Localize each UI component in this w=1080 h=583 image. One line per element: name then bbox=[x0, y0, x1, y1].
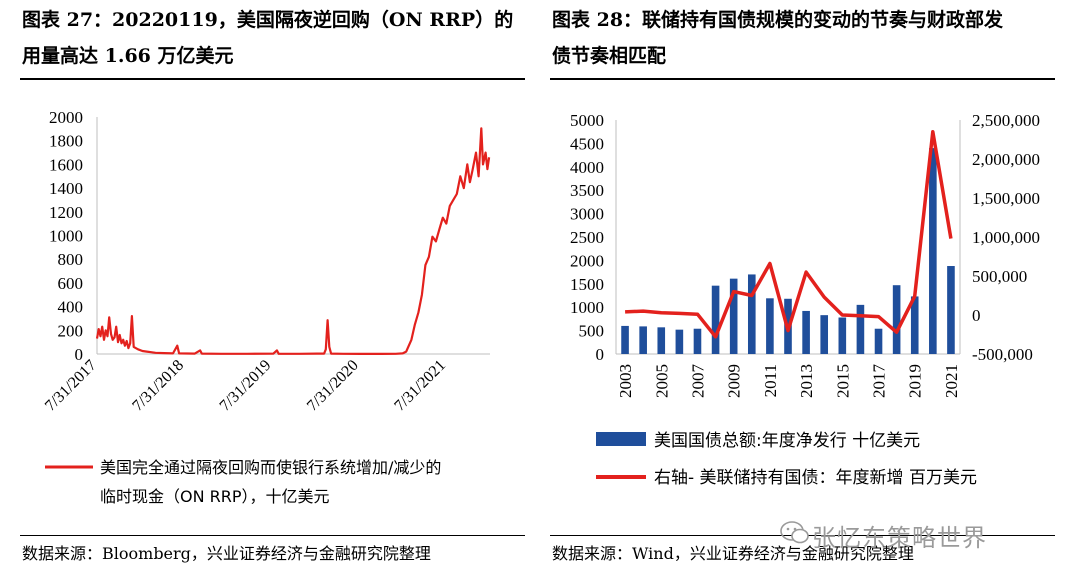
legend-label-line2: 临时现金（ON RRP），十亿美元 bbox=[100, 487, 330, 506]
right-y-tick-label: 0 bbox=[972, 306, 981, 325]
left-source-rule bbox=[20, 535, 525, 536]
on-rrp-line bbox=[95, 127, 491, 355]
left-y-tick-label: 1000 bbox=[570, 298, 604, 317]
x-tick-label: 7/31/2018 bbox=[129, 357, 187, 415]
y-tick-label: 600 bbox=[58, 274, 84, 293]
right-y-tick-label: 2,500,000 bbox=[972, 111, 1040, 130]
issuance-bar bbox=[856, 304, 865, 354]
issuance-bar bbox=[657, 327, 666, 354]
right-y-tick-label: 500,000 bbox=[972, 267, 1027, 286]
x-tick-label: 2011 bbox=[761, 364, 780, 397]
x-tick-label: 2015 bbox=[833, 364, 852, 398]
fed-holdings-line bbox=[625, 129, 953, 339]
x-tick-label: 7/31/2021 bbox=[391, 357, 449, 415]
x-tick-label: 2019 bbox=[906, 364, 925, 398]
y-tick-label: 1000 bbox=[49, 227, 83, 246]
right-title-line1: 图表 28：联储持有国债规模的变动的节奏与财政部发 bbox=[552, 9, 1004, 31]
legend-line-label: 右轴- 美联储持有国债：年度新增 百万美元 bbox=[654, 468, 977, 488]
y-tick-label: 1800 bbox=[49, 132, 83, 151]
issuance-bar bbox=[929, 148, 937, 354]
y-tick-label: 1200 bbox=[49, 203, 83, 222]
legend-label-line1: 美国完全通过隔夜回购而使银行系统增加/减少的 bbox=[100, 458, 441, 477]
issuance-bar bbox=[947, 266, 955, 354]
issuance-bar bbox=[892, 285, 901, 354]
left-y-tick-label: 500 bbox=[579, 322, 605, 341]
y-tick-label: 1400 bbox=[49, 179, 83, 198]
issuance-bar bbox=[711, 285, 720, 354]
left-y-tick-label: 4000 bbox=[570, 158, 604, 177]
right-title-rule bbox=[550, 78, 1055, 80]
left-title: 图表 27：20220119，美国隔夜逆回购（ON RRP）的 用量高达 1.6… bbox=[22, 2, 513, 74]
left-y-tick-label: 4500 bbox=[570, 134, 604, 153]
y-tick-label: 200 bbox=[58, 321, 84, 340]
left-source: 数据来源：Bloomberg，兴业证券经济与金融研究院整理 bbox=[22, 544, 431, 563]
issuance-bar bbox=[910, 296, 919, 354]
right-title: 图表 28：联储持有国债规模的变动的节奏与财政部发 债节奏相匹配 bbox=[552, 2, 1003, 74]
issuance-bar bbox=[693, 328, 702, 354]
y-tick-label: 800 bbox=[58, 250, 84, 269]
issuance-bar bbox=[874, 328, 883, 354]
issuance-bar bbox=[675, 329, 684, 354]
x-tick-label: 7/31/2020 bbox=[304, 357, 362, 415]
x-tick-label: 2005 bbox=[652, 364, 671, 398]
x-tick-label: 2009 bbox=[725, 364, 744, 398]
right-y-tick-label: 2,000,000 bbox=[972, 150, 1040, 169]
x-tick-label: 7/31/2017 bbox=[42, 357, 100, 415]
x-tick-label: 2007 bbox=[688, 364, 707, 399]
x-tick-label: 2017 bbox=[870, 364, 889, 399]
y-tick-label: 2000 bbox=[49, 108, 83, 127]
issuance-bar bbox=[802, 310, 810, 354]
right-y-tick-label: 1,000,000 bbox=[972, 228, 1040, 247]
left-y-tick-label: 3500 bbox=[570, 181, 604, 200]
right-title-line2: 债节奏相匹配 bbox=[552, 45, 667, 67]
right-chart: 0 500 1000 1500 2000 2500 3000 3500 4000 4500 5000… bbox=[570, 111, 1040, 488]
issuance-bar bbox=[820, 315, 829, 354]
issuance-bar bbox=[621, 325, 629, 354]
y-tick-label: 0 bbox=[75, 345, 84, 364]
legend-bar-swatch bbox=[596, 432, 646, 446]
wechat-icon bbox=[780, 521, 809, 544]
right-y-tick-label: -500,000 bbox=[972, 345, 1033, 364]
watermark: 张忆东策略世界 bbox=[812, 524, 987, 552]
y-tick-label: 1600 bbox=[49, 155, 83, 174]
x-tick-label: 2013 bbox=[797, 364, 816, 398]
left-y-tick-label: 1500 bbox=[570, 275, 604, 294]
right-y-tick-label: 1,500,000 bbox=[972, 189, 1040, 208]
left-title-line2: 用量高达 1.66 万亿美元 bbox=[22, 45, 234, 67]
x-tick-label: 2021 bbox=[942, 364, 961, 398]
issuance-bar bbox=[766, 298, 774, 354]
issuance-bar bbox=[838, 317, 847, 354]
left-y-tick-label: 2000 bbox=[570, 251, 604, 270]
left-y-tick-label: 3000 bbox=[570, 205, 604, 224]
left-y-tick-label: 0 bbox=[596, 345, 605, 364]
issuance-bar bbox=[747, 274, 756, 354]
y-tick-label: 400 bbox=[58, 298, 84, 317]
legend-bar-label: 美国国债总额:年度净发行 十亿美元 bbox=[654, 431, 920, 451]
left-chart: 0 200 400 600 800 1000 1200 1400 1600 1800 2000 7/3… bbox=[42, 108, 491, 506]
left-title-line1: 图表 27：20220119，美国隔夜逆回购（ON RRP）的 bbox=[22, 9, 514, 31]
x-tick-label: 7/31/2019 bbox=[217, 357, 275, 415]
issuance-bar bbox=[729, 278, 738, 354]
left-y-tick-label: 2500 bbox=[570, 228, 604, 247]
left-y-tick-label: 5000 bbox=[570, 111, 604, 130]
right-source: 数据来源：Wind，兴业证券经济与金融研究院整理 bbox=[552, 544, 914, 563]
issuance-bar bbox=[639, 326, 647, 354]
x-tick-label: 2003 bbox=[616, 364, 635, 398]
left-title-rule bbox=[20, 78, 525, 80]
